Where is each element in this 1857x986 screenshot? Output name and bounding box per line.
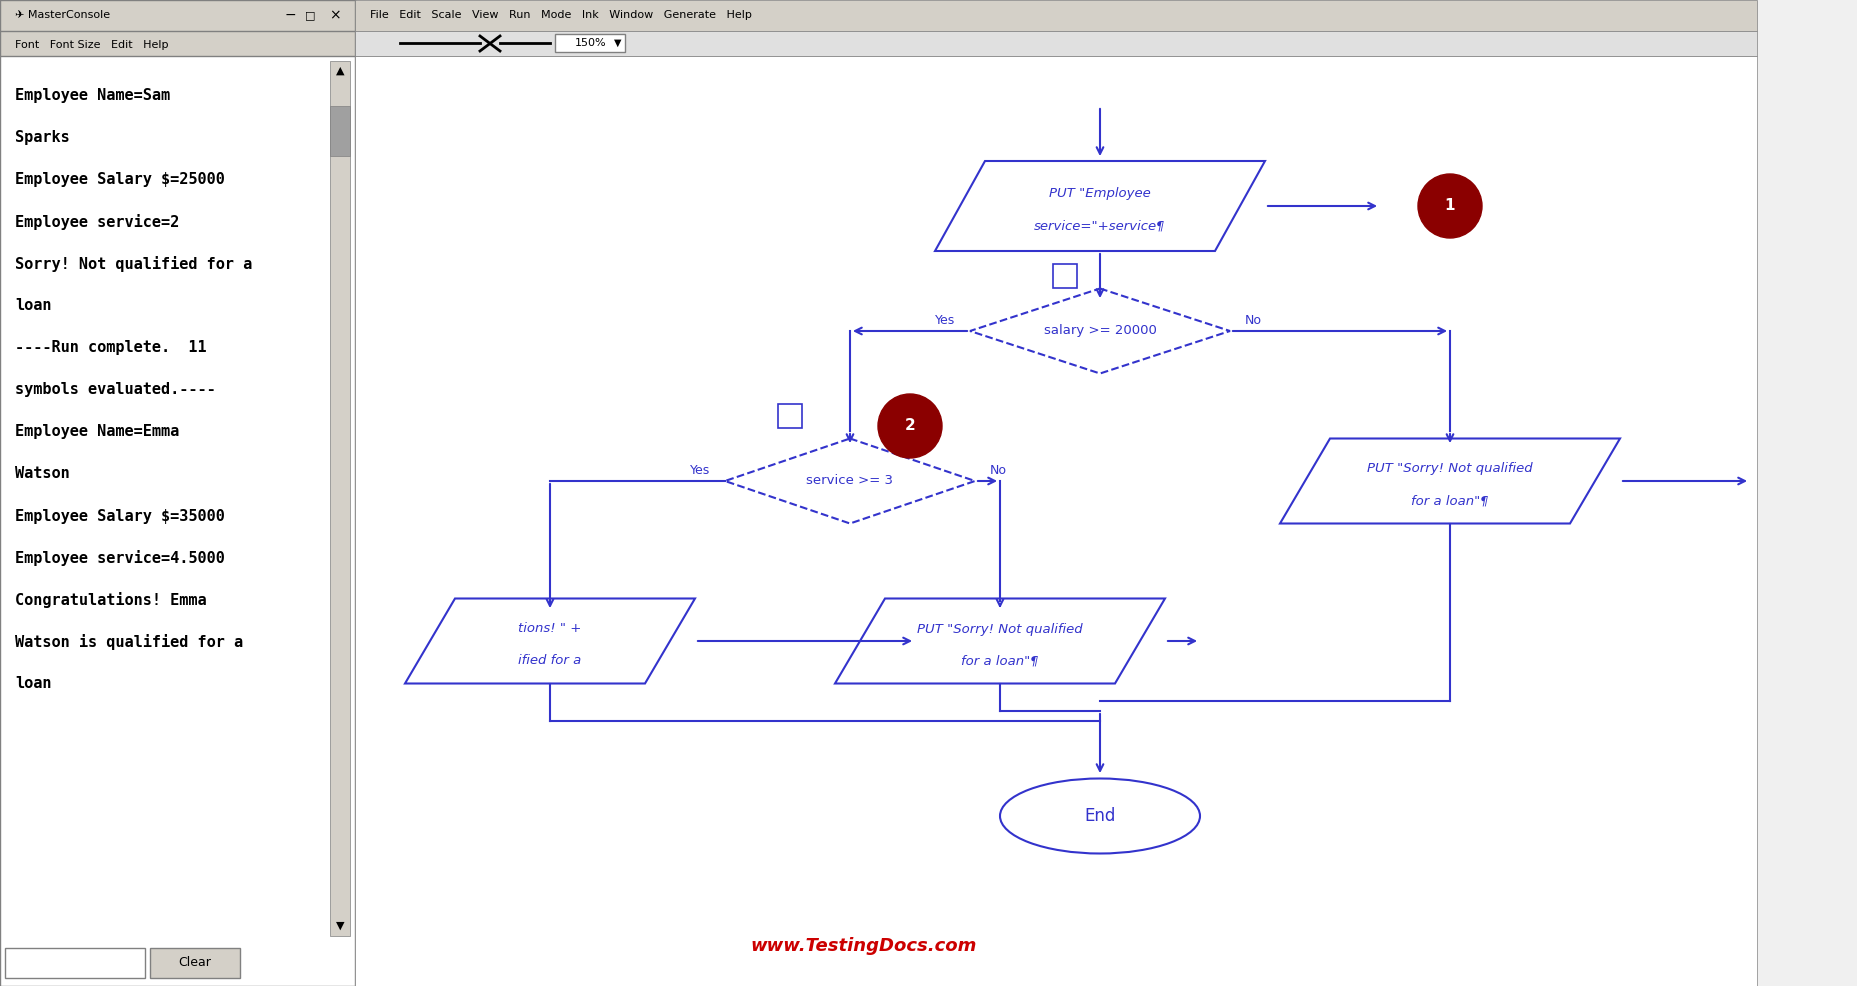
Text: for a loan"¶: for a loan"¶ bbox=[962, 655, 1038, 668]
Text: Employee Salary $=35000: Employee Salary $=35000 bbox=[15, 509, 225, 524]
FancyBboxPatch shape bbox=[555, 34, 626, 52]
Text: No: No bbox=[990, 464, 1006, 477]
FancyBboxPatch shape bbox=[331, 106, 349, 156]
FancyBboxPatch shape bbox=[355, 31, 1757, 56]
Text: www.TestingDocs.com: www.TestingDocs.com bbox=[750, 937, 977, 955]
Text: End: End bbox=[1084, 807, 1116, 825]
FancyBboxPatch shape bbox=[150, 948, 240, 978]
Text: Employee service=2: Employee service=2 bbox=[15, 214, 180, 230]
Text: No: No bbox=[1244, 315, 1263, 327]
Text: −: − bbox=[284, 8, 295, 22]
Text: loan: loan bbox=[15, 299, 52, 314]
Circle shape bbox=[878, 394, 941, 458]
FancyBboxPatch shape bbox=[0, 0, 355, 986]
Text: Clear: Clear bbox=[178, 956, 212, 969]
FancyBboxPatch shape bbox=[355, 0, 1757, 31]
Text: ified for a: ified for a bbox=[518, 655, 581, 668]
FancyBboxPatch shape bbox=[0, 0, 355, 31]
FancyBboxPatch shape bbox=[6, 948, 145, 978]
Text: 2: 2 bbox=[904, 418, 916, 434]
Text: symbols evaluated.----: symbols evaluated.---- bbox=[15, 383, 215, 397]
Text: Sparks: Sparks bbox=[15, 130, 71, 146]
Text: ----Run complete.  11: ----Run complete. 11 bbox=[15, 340, 206, 356]
Text: service >= 3: service >= 3 bbox=[806, 474, 893, 487]
Text: tions! " +: tions! " + bbox=[518, 622, 581, 636]
Text: File   Edit   Scale   View   Run   Mode   Ink   Window   Generate   Help: File Edit Scale View Run Mode Ink Window… bbox=[370, 10, 752, 20]
FancyBboxPatch shape bbox=[331, 61, 349, 936]
Text: loan: loan bbox=[15, 676, 52, 691]
Text: Yes: Yes bbox=[689, 464, 709, 477]
Text: PUT "Sorry! Not qualified: PUT "Sorry! Not qualified bbox=[917, 622, 1083, 636]
Text: ▼: ▼ bbox=[615, 38, 622, 48]
Text: Watson is qualified for a: Watson is qualified for a bbox=[15, 634, 243, 650]
Text: Yes: Yes bbox=[934, 315, 954, 327]
Text: 150%: 150% bbox=[576, 38, 607, 48]
Text: □: □ bbox=[305, 10, 316, 20]
Text: Congratulations! Emma: Congratulations! Emma bbox=[15, 592, 206, 608]
FancyBboxPatch shape bbox=[0, 0, 355, 56]
Text: Watson: Watson bbox=[15, 466, 71, 481]
Text: Employee service=4.5000: Employee service=4.5000 bbox=[15, 550, 225, 566]
Text: for a loan"¶: for a loan"¶ bbox=[1411, 495, 1489, 508]
Text: Sorry! Not qualified for a: Sorry! Not qualified for a bbox=[15, 256, 253, 272]
Text: Employee Salary $=25000: Employee Salary $=25000 bbox=[15, 173, 225, 187]
Text: PUT "Employee: PUT "Employee bbox=[1049, 187, 1151, 200]
Text: service="+service¶: service="+service¶ bbox=[1034, 220, 1166, 233]
Text: 1: 1 bbox=[1445, 198, 1456, 214]
Text: PUT "Sorry! Not qualified: PUT "Sorry! Not qualified bbox=[1367, 462, 1532, 475]
Text: Font   Font Size   Edit   Help: Font Font Size Edit Help bbox=[15, 40, 169, 50]
Text: ▼: ▼ bbox=[336, 921, 344, 931]
Text: Employee Name=Emma: Employee Name=Emma bbox=[15, 425, 180, 440]
Text: ×: × bbox=[329, 8, 342, 22]
Text: ✈ MasterConsole: ✈ MasterConsole bbox=[15, 10, 110, 20]
Text: salary >= 20000: salary >= 20000 bbox=[1044, 324, 1157, 337]
Text: ▲: ▲ bbox=[336, 66, 344, 76]
Circle shape bbox=[1419, 174, 1482, 238]
FancyBboxPatch shape bbox=[355, 56, 1757, 986]
Text: Employee Name=Sam: Employee Name=Sam bbox=[15, 89, 171, 104]
